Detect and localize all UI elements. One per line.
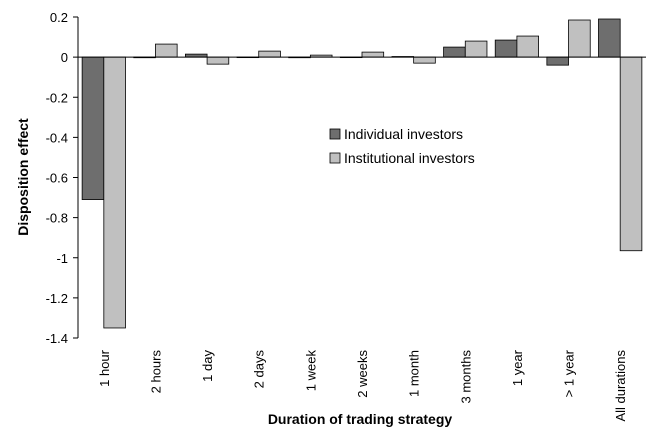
x-tick-label: > 1 year — [562, 349, 577, 397]
bar — [516, 35, 539, 58]
x-tick-label: 1 hour — [97, 349, 112, 387]
bar — [206, 56, 230, 65]
bar — [258, 50, 281, 58]
y-tick-label: -0.4 — [46, 130, 68, 145]
legend-label: Individual investors — [344, 126, 463, 142]
bar — [494, 39, 518, 58]
y-axis-title: Disposition effect — [15, 118, 31, 236]
x-tick-label: 3 months — [458, 350, 473, 404]
legend-label: Institutional investors — [344, 150, 475, 166]
y-tick-label: -0.8 — [46, 211, 68, 226]
x-tick-label: 2 hours — [148, 350, 163, 394]
bar — [443, 46, 466, 58]
bar — [413, 56, 436, 64]
x-axis-title: Duration of trading strategy — [268, 411, 453, 427]
y-tick-label: -0.6 — [46, 171, 68, 186]
bar — [103, 56, 126, 329]
y-tick-label: 0.2 — [50, 10, 68, 25]
bar — [619, 56, 643, 252]
y-tick-label: 0 — [61, 50, 68, 65]
bar — [155, 43, 178, 58]
x-tick-label: 2 days — [252, 350, 267, 389]
x-tick-label: 1 year — [510, 349, 525, 386]
bar — [361, 51, 385, 58]
bar — [546, 56, 569, 66]
x-tick-label: 2 weeks — [355, 350, 370, 398]
x-tick-label: 1 day — [200, 350, 215, 382]
legend-swatch — [329, 152, 341, 164]
legend-swatch — [329, 128, 341, 140]
bar — [568, 19, 591, 58]
x-tick-label: All durations — [613, 350, 628, 422]
y-tick-label: -0.2 — [46, 90, 68, 105]
bar — [598, 18, 621, 58]
x-tick-label: 1 month — [407, 350, 422, 397]
y-tick-label: -1.4 — [46, 331, 68, 346]
bar — [464, 40, 488, 58]
y-tick-label: -1 — [56, 251, 68, 266]
x-tick-label: 1 week — [303, 350, 318, 392]
y-tick-label: -1.2 — [46, 291, 68, 306]
bar — [81, 56, 105, 200]
